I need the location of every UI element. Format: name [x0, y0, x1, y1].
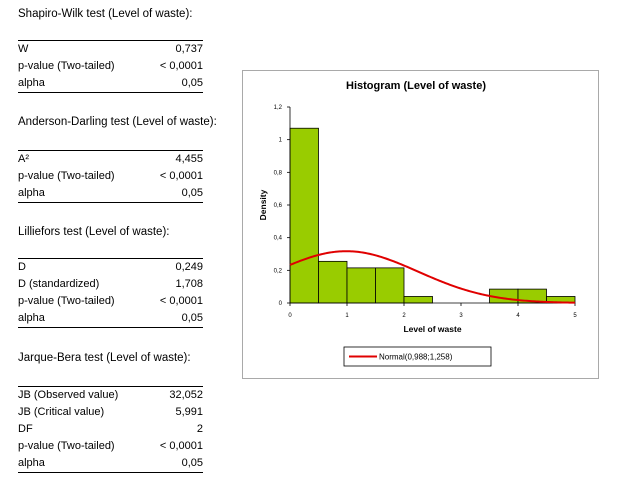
- stat-label: A²: [18, 153, 29, 165]
- stat-value: < 0,0001: [159, 170, 203, 182]
- stat-value: 1,708: [175, 278, 203, 290]
- stat-label: p-value (Two-tailed): [18, 170, 115, 182]
- stat-label: D: [18, 261, 26, 273]
- y-axis-label: Density: [258, 189, 268, 220]
- table-row: p-value (Two-tailed) < 0,0001: [18, 168, 203, 185]
- y-tick-label: 0: [279, 301, 283, 307]
- y-tick-label: 0,6: [274, 203, 283, 209]
- y-tick-label: 1: [279, 138, 283, 144]
- stat-label: W: [18, 43, 29, 55]
- x-tick-label: 2: [402, 313, 406, 319]
- stat-value: 0,05: [181, 187, 203, 199]
- x-tick-label: 5: [573, 313, 577, 319]
- table-row: JB (Observed value) 32,052: [18, 387, 203, 405]
- stat-value: < 0,0001: [159, 60, 203, 72]
- histogram-svg: Histogram (Level of waste) 0 0,2 0,4 0,6 0,8 1…: [258, 80, 577, 367]
- stat-label: alpha: [18, 457, 45, 469]
- histogram-bar: [289, 127, 319, 304]
- stat-label: alpha: [18, 312, 45, 324]
- stat-value: 5,991: [175, 406, 203, 418]
- y-tick-label: 0,8: [274, 170, 283, 176]
- table-row: p-value (Two-tailed) < 0,0001: [18, 58, 203, 75]
- stat-value: 2: [196, 423, 203, 435]
- table-row: p-value (Two-tailed) < 0,0001: [18, 438, 203, 455]
- table-row: W 0,737: [18, 41, 203, 59]
- stat-label: alpha: [18, 77, 45, 89]
- x-tick-label: 4: [516, 313, 520, 319]
- x-tick-label: 1: [345, 313, 349, 319]
- stat-label: DF: [18, 423, 33, 435]
- table-row: alpha 0,05: [18, 185, 203, 203]
- stat-value: 0,249: [175, 261, 203, 273]
- stat-value: < 0,0001: [159, 295, 203, 307]
- stat-label: p-value (Two-tailed): [18, 60, 115, 72]
- table-row: alpha 0,05: [18, 455, 203, 473]
- legend-label: Normal(0,988;1,258): [379, 353, 453, 362]
- histogram-chart: Histogram (Level of waste) 0 0,2 0,4 0,6 0,8 1…: [242, 70, 599, 379]
- anderson-darling-test-title: Anderson-Darling test (Level of waste):: [18, 116, 217, 128]
- stat-value: 0,05: [181, 457, 203, 469]
- x-axis-label: Level of waste: [403, 324, 461, 334]
- anderson-darling-test-table: A² 4,455 p-value (Two-tailed) < 0,0001 alpha…: [18, 150, 203, 203]
- lilliefors-test-title: Lilliefors test (Level of waste):: [18, 226, 170, 238]
- x-tick-label: 3: [459, 313, 463, 319]
- table-row: alpha 0,05: [18, 75, 203, 93]
- stat-value: 0,05: [181, 312, 203, 324]
- table-row: DF 2: [18, 421, 203, 438]
- stat-label: JB (Observed value): [18, 389, 119, 401]
- jarque-bera-test-title: Jarque-Bera test (Level of waste):: [18, 352, 191, 364]
- histogram-bar: [375, 267, 405, 304]
- stat-value: 32,052: [169, 389, 203, 401]
- table-row: JB (Critical value) 5,991: [18, 404, 203, 421]
- table-row: p-value (Two-tailed) < 0,0001: [18, 293, 203, 310]
- stat-label: p-value (Two-tailed): [18, 295, 115, 307]
- stat-value: 0,05: [181, 77, 203, 89]
- shapiro-wilk-test-table: W 0,737 p-value (Two-tailed) < 0,0001 alpha 0…: [18, 40, 203, 93]
- y-tick-label: 1,2: [274, 105, 283, 111]
- stat-value: 4,455: [175, 153, 203, 165]
- stat-label: p-value (Two-tailed): [18, 440, 115, 452]
- x-tick-label: 0: [288, 313, 292, 319]
- table-row: A² 4,455: [18, 151, 203, 169]
- table-row: D 0,249: [18, 259, 203, 277]
- shapiro-wilk-test-title: Shapiro-Wilk test (Level of waste):: [18, 8, 193, 20]
- stat-value: 0,737: [175, 43, 203, 55]
- lilliefors-test-table: D 0,249 D (standardized) 1,708 p-value (Two-…: [18, 258, 203, 328]
- table-row: alpha 0,05: [18, 310, 203, 328]
- legend-box: [343, 346, 492, 367]
- stat-label: D (standardized): [18, 278, 100, 290]
- stat-label: JB (Critical value): [18, 406, 105, 418]
- y-tick-label: 0,2: [274, 268, 283, 274]
- normal-curve: [289, 250, 576, 304]
- histogram-bar: [346, 267, 376, 304]
- jarque-bera-test-table: JB (Observed value) 32,052 JB (Critical va…: [18, 386, 203, 473]
- stat-label: alpha: [18, 187, 45, 199]
- y-tick-label: 0,4: [274, 236, 283, 242]
- histogram-bar: [403, 296, 433, 304]
- stat-value: < 0,0001: [159, 440, 203, 452]
- table-row: D (standardized) 1,708: [18, 276, 203, 293]
- chart-title: Histogram (Level of waste): [346, 80, 486, 92]
- histogram-bar: [318, 260, 348, 304]
